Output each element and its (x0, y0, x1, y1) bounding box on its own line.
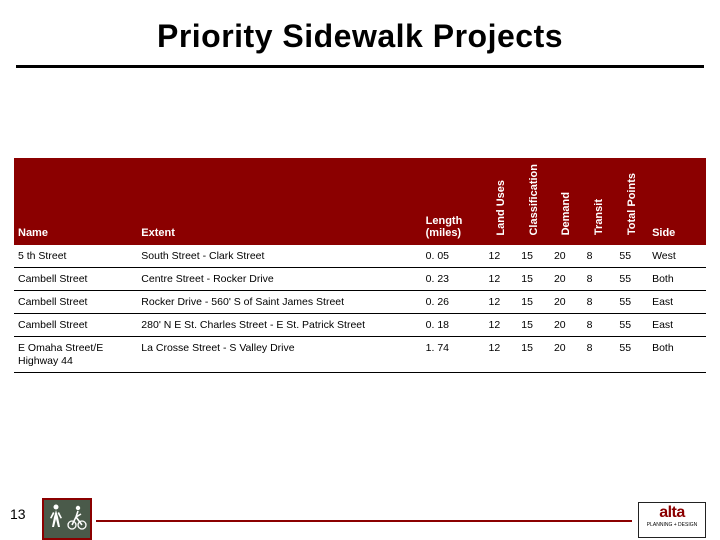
pedestrian-icon (48, 503, 64, 536)
col-name: Name (14, 158, 137, 245)
cell-total: 55 (615, 290, 648, 313)
cell-name: Cambell Street (14, 290, 137, 313)
cell-class: 15 (517, 313, 550, 336)
col-classification-label: Classification (528, 162, 540, 238)
cell-total: 55 (615, 245, 648, 268)
footer-icon-box (42, 498, 92, 540)
footer-divider (96, 520, 632, 522)
priority-table: Name Extent Length (miles) Land Uses Cla… (14, 158, 706, 373)
cell-side: Both (648, 267, 706, 290)
col-extent: Extent (137, 158, 421, 245)
cell-land: 12 (485, 267, 518, 290)
col-land-uses: Land Uses (485, 158, 518, 245)
cell-length: 0. 23 (422, 267, 485, 290)
table-row: E Omaha Street/E Highway 44 La Crosse St… (14, 337, 706, 373)
cell-side: Both (648, 337, 706, 373)
col-transit-label: Transit (593, 197, 605, 237)
cell-extent: 280' N E St. Charles Street - E St. Patr… (137, 313, 421, 336)
cell-total: 55 (615, 267, 648, 290)
cell-demand: 20 (550, 290, 583, 313)
col-demand-label: Demand (560, 190, 572, 237)
col-transit: Transit (583, 158, 616, 245)
cell-demand: 20 (550, 245, 583, 268)
page-title: Priority Sidewalk Projects (0, 18, 720, 55)
col-classification: Classification (517, 158, 550, 245)
cell-name: Cambell Street (14, 267, 137, 290)
table-body: 5 th Street South Street - Clark Street … (14, 245, 706, 373)
cell-length: 0. 18 (422, 313, 485, 336)
cell-transit: 8 (583, 313, 616, 336)
cell-class: 15 (517, 290, 550, 313)
col-total-points: Total Points (615, 158, 648, 245)
priority-table-container: Name Extent Length (miles) Land Uses Cla… (14, 158, 706, 373)
cell-side: West (648, 245, 706, 268)
cell-name: Cambell Street (14, 313, 137, 336)
col-demand: Demand (550, 158, 583, 245)
cell-transit: 8 (583, 290, 616, 313)
cell-name: 5 th Street (14, 245, 137, 268)
cell-demand: 20 (550, 267, 583, 290)
cell-demand: 20 (550, 337, 583, 373)
cell-total: 55 (615, 337, 648, 373)
title-underline (16, 65, 704, 68)
cell-name: E Omaha Street/E Highway 44 (14, 337, 137, 373)
cell-length: 0. 05 (422, 245, 485, 268)
cell-side: East (648, 290, 706, 313)
logo-tag: PLANNING + DESIGN (642, 522, 702, 528)
col-total-points-label: Total Points (626, 171, 638, 237)
logo-brand: alta (642, 505, 702, 521)
logo-box: alta PLANNING + DESIGN (638, 502, 706, 538)
col-length: Length (miles) (422, 158, 485, 245)
cell-land: 12 (485, 245, 518, 268)
cyclist-icon (67, 503, 87, 536)
table-row: Cambell Street Rocker Drive - 560' S of … (14, 290, 706, 313)
table-header: Name Extent Length (miles) Land Uses Cla… (14, 158, 706, 245)
cell-class: 15 (517, 337, 550, 373)
cell-transit: 8 (583, 337, 616, 373)
title-region: Priority Sidewalk Projects (0, 0, 720, 61)
cell-class: 15 (517, 267, 550, 290)
cell-land: 12 (485, 313, 518, 336)
table-row: Cambell Street 280' N E St. Charles Stre… (14, 313, 706, 336)
cell-extent: Rocker Drive - 560' S of Saint James Str… (137, 290, 421, 313)
table-row: Cambell Street Centre Street - Rocker Dr… (14, 267, 706, 290)
table-row: 5 th Street South Street - Clark Street … (14, 245, 706, 268)
col-land-uses-label: Land Uses (495, 178, 507, 238)
cell-class: 15 (517, 245, 550, 268)
cell-length: 1. 74 (422, 337, 485, 373)
cell-land: 12 (485, 290, 518, 313)
cell-total: 55 (615, 313, 648, 336)
cell-extent: La Crosse Street - S Valley Drive (137, 337, 421, 373)
cell-extent: Centre Street - Rocker Drive (137, 267, 421, 290)
cell-side: East (648, 313, 706, 336)
cell-land: 12 (485, 337, 518, 373)
cell-transit: 8 (583, 245, 616, 268)
slide-number: 13 (10, 506, 26, 522)
cell-transit: 8 (583, 267, 616, 290)
col-side: Side (648, 158, 706, 245)
cell-extent: South Street - Clark Street (137, 245, 421, 268)
cell-length: 0. 26 (422, 290, 485, 313)
cell-demand: 20 (550, 313, 583, 336)
